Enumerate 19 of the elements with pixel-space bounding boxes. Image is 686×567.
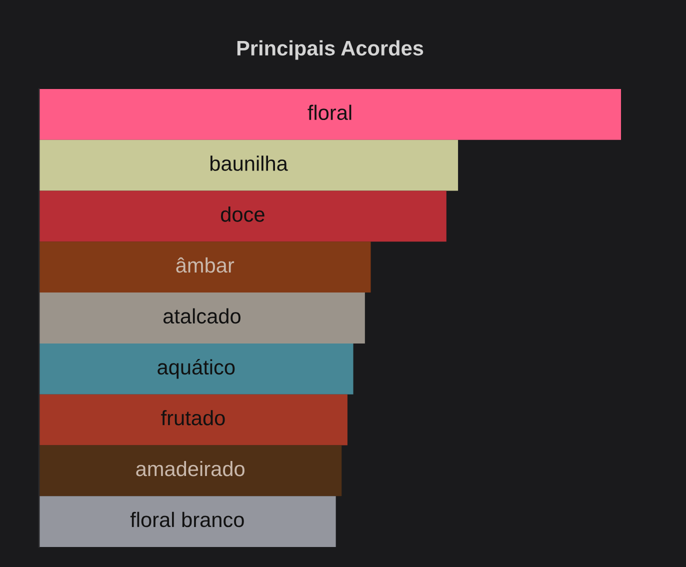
bar: [39, 292, 365, 344]
y-tick-label: doce: [220, 206, 264, 222]
y-tick-label: frutado: [161, 410, 225, 426]
bar: [39, 89, 621, 140]
y-tick-label: floral branco: [130, 512, 244, 528]
bar: [39, 343, 354, 394]
y-tick-label: atalcado: [163, 308, 240, 324]
chart-title: Principais Acordes: [237, 40, 424, 60]
bar: [39, 190, 446, 242]
bar: [39, 242, 371, 293]
y-tick-label: aquático: [158, 359, 235, 379]
y-tick-label: âmbar: [176, 257, 234, 273]
y-tick-label: baunilha: [210, 156, 288, 171]
bar: [39, 445, 342, 496]
bar: [39, 496, 336, 547]
bar: [39, 140, 458, 191]
bar: [39, 394, 348, 446]
y-tick-label: floral: [308, 104, 352, 120]
y-tick-label: amadeirado: [136, 460, 244, 476]
